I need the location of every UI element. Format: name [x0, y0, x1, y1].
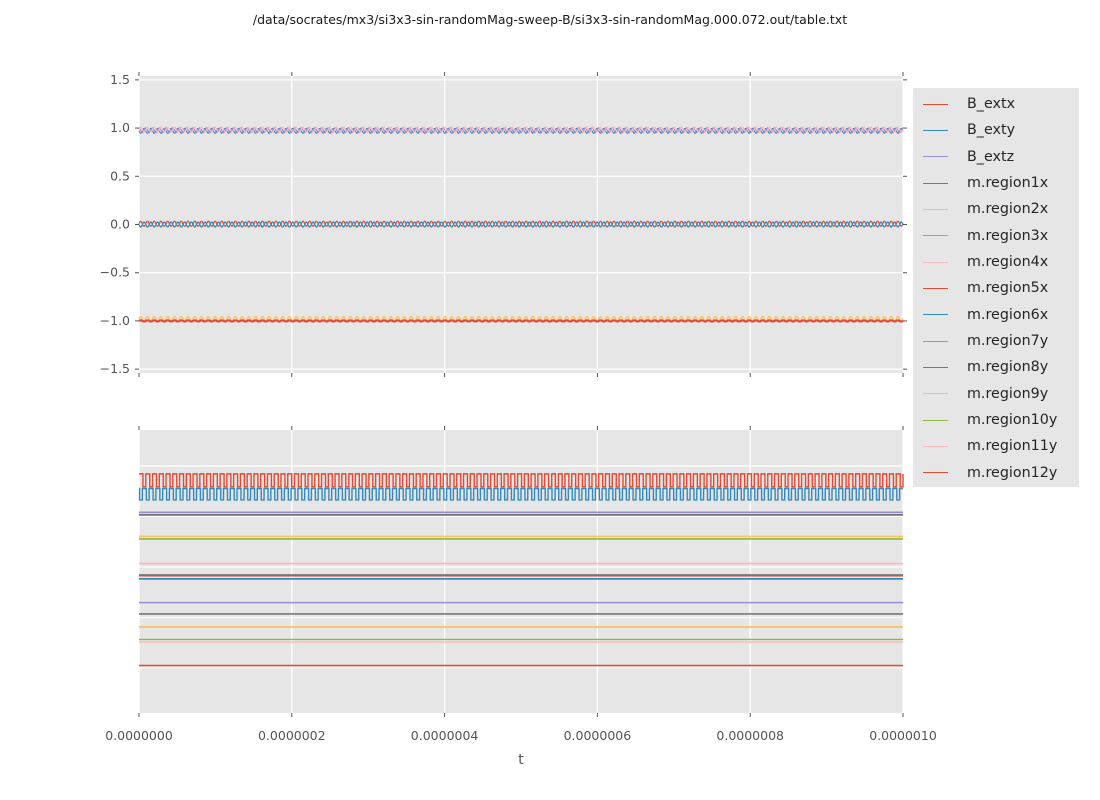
legend-item-m.region10y: m.region10y [913, 407, 1079, 433]
plot-background [139, 430, 903, 713]
legend-item-m.region5x: m.region5x [913, 275, 1079, 301]
x-axis-tick-label: 0.0000008 [716, 728, 784, 743]
legend-line-sample [923, 288, 948, 290]
series-line-high-band-purple-wave [138, 127, 904, 134]
legend-item-B_exty: B_exty [913, 117, 1079, 143]
legend-label: m.region9y [967, 385, 1049, 402]
x-axis-tick-label: 0.0000006 [564, 728, 632, 743]
x-axis-tick-label: 0.0000010 [869, 728, 937, 743]
legend-line-sample [923, 130, 948, 132]
y-axis-tick-label: 1.5 [110, 72, 130, 87]
y-axis-tick-label: −1.0 [100, 313, 130, 328]
legend-line-sample [923, 156, 948, 158]
legend-line-sample [923, 472, 948, 474]
legend-label: m.region2x [967, 201, 1049, 218]
legend-label: m.region7y [967, 333, 1049, 350]
legend-label: m.region8y [967, 359, 1049, 376]
legend-line-sample [923, 235, 948, 237]
legend-item-m.region1x: m.region1x [913, 170, 1079, 196]
legend-line-sample [923, 340, 948, 342]
legend-label: m.region12y [967, 464, 1058, 481]
legend-item-m.region8y: m.region8y [913, 354, 1079, 380]
y-axis-tick-label: 0.5 [110, 168, 130, 183]
series-line-square-wave-red [139, 473, 904, 488]
y-axis-tick-label: 1.0 [110, 120, 130, 135]
series-line-high-band-pink-wave [138, 126, 904, 133]
y-axis-tick-label: −0.5 [100, 265, 130, 280]
legend-label: m.region5x [967, 280, 1049, 297]
legend-label: m.region11y [967, 438, 1058, 455]
legend-item-B_extx: B_extx [913, 91, 1079, 117]
series-line-zero-band-blue-wave [138, 221, 904, 228]
legend-line-sample [923, 314, 948, 316]
legend-box: B_extx B_exty B_extz m.region1x m.region2x m.… [913, 88, 1079, 487]
legend-line-sample [923, 261, 948, 263]
series-line-neg-band-red-line [138, 319, 904, 323]
x-axis-tick-label: 0.0000002 [258, 728, 326, 743]
legend-item-m.region2x: m.region2x [913, 196, 1079, 222]
legend-label: m.region10y [967, 412, 1058, 429]
legend-label: m.region4x [967, 254, 1049, 271]
legend-item-m.region7y: m.region7y [913, 328, 1079, 354]
figure-title: /data/socrates/mx3/si3x3-sin-randomMag-s… [252, 12, 848, 27]
legend-label: m.region1x [967, 175, 1049, 192]
legend-line-sample [923, 419, 948, 421]
legend-item-m.region4x: m.region4x [913, 249, 1079, 275]
legend-line-sample [923, 103, 948, 105]
legend-line-sample [923, 209, 948, 211]
legend-label: m.region3x [967, 227, 1049, 244]
legend-label: B_extx [967, 96, 1016, 113]
legend-item-m.region3x: m.region3x [913, 223, 1079, 249]
x-axis-label: t [518, 752, 524, 768]
series-line-square-wave-blue [138, 487, 903, 501]
legend-item-m.region6x: m.region6x [913, 302, 1079, 328]
legend-item-B_extz: B_extz [913, 144, 1079, 170]
legend-line-sample [923, 393, 948, 395]
y-axis-tick-label: 0.0 [110, 217, 130, 232]
y-axis-tick-label: −1.5 [100, 361, 130, 376]
legend-line-sample [923, 182, 948, 184]
legend-label: m.region6x [967, 306, 1049, 323]
legend-item-m.region11y: m.region11y [913, 433, 1079, 459]
x-axis-tick-label: 0.0000000 [105, 728, 173, 743]
legend-line-sample [923, 367, 948, 369]
legend-label: B_exty [967, 122, 1016, 139]
legend-item-m.region12y: m.region12y [913, 460, 1079, 486]
x-axis-tick-label: 0.0000004 [411, 728, 479, 743]
legend-item-m.region9y: m.region9y [913, 381, 1079, 407]
legend-label: B_extz [967, 148, 1015, 165]
legend-line-sample [923, 446, 948, 448]
